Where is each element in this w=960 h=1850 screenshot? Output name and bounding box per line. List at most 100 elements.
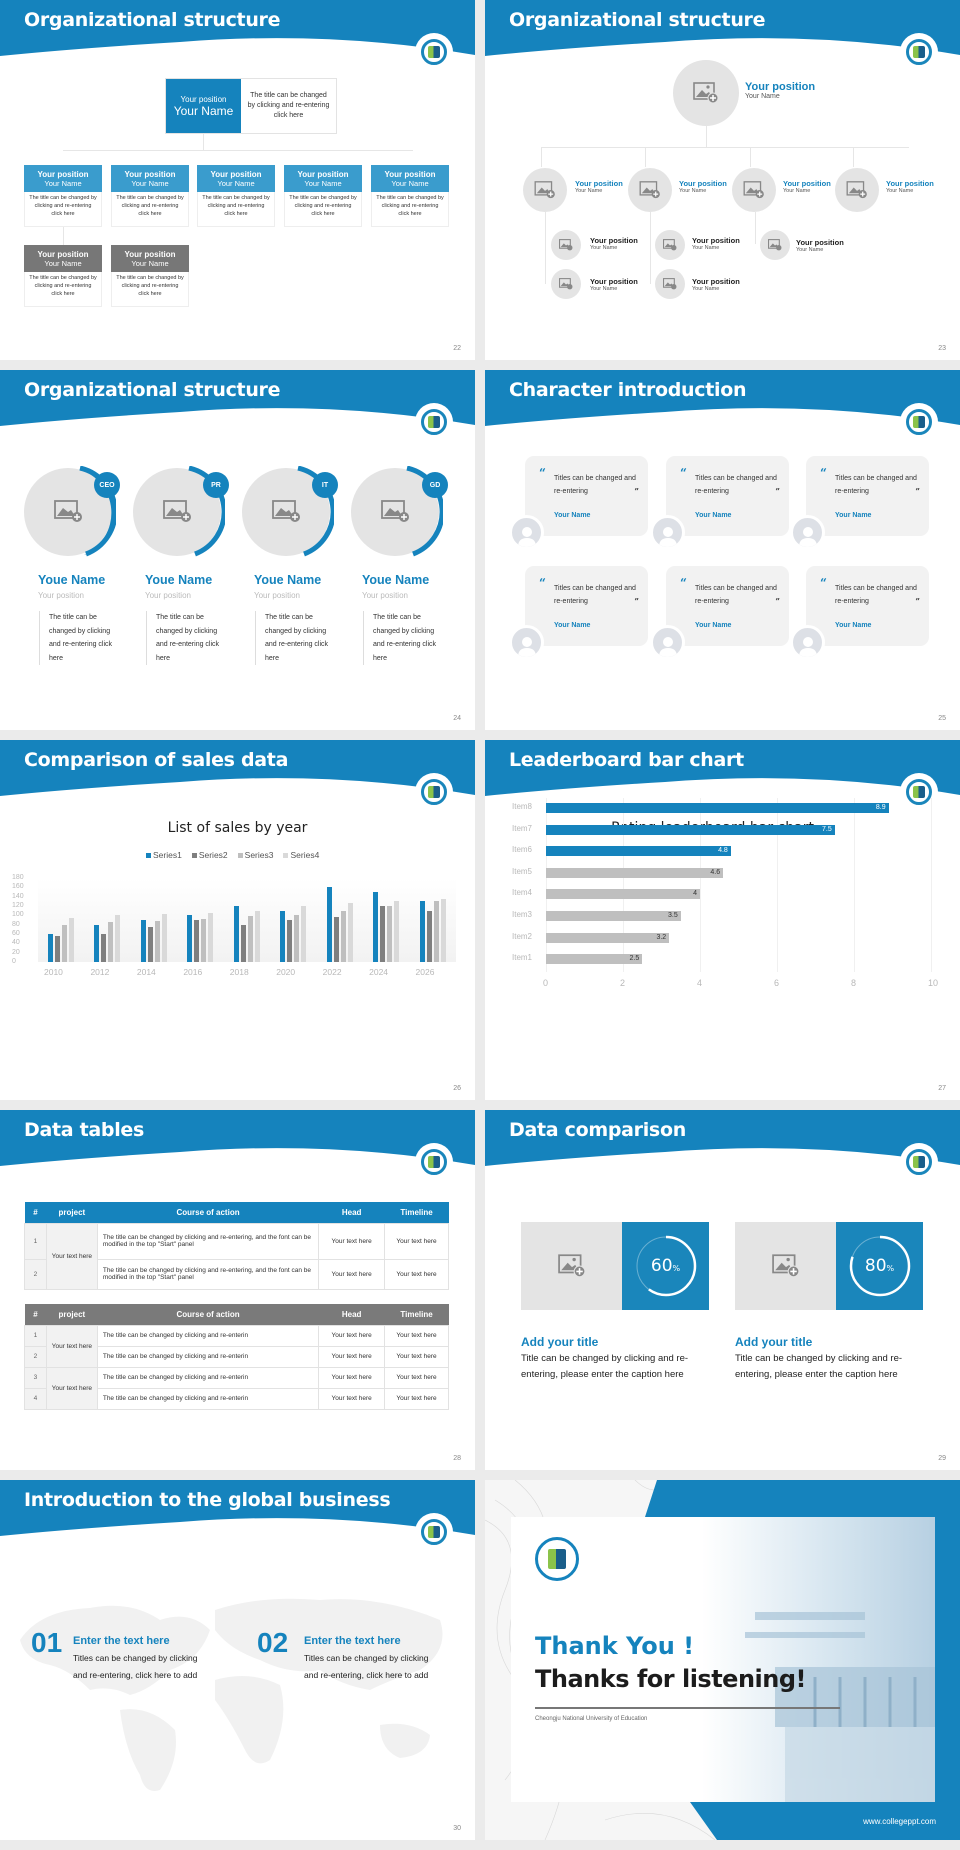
image-placeholder[interactable] — [655, 230, 685, 260]
website-link[interactable]: www.collegeppt.com — [863, 1817, 936, 1826]
bar: 7.5 — [546, 824, 835, 835]
bar — [48, 934, 53, 962]
image-placeholder[interactable] — [760, 230, 790, 260]
bar — [387, 906, 393, 962]
image-placeholder[interactable] — [735, 1222, 836, 1310]
role-badge: GD — [422, 472, 448, 498]
item-description: Titles can be changed by clicking and re… — [73, 1653, 198, 1680]
org-card-gray[interactable]: Your position Your Name The title can be c… — [24, 245, 102, 307]
image-placeholder[interactable] — [551, 269, 581, 299]
top-node[interactable]: Your position Your Name The title can be … — [165, 78, 337, 134]
bar — [440, 899, 446, 962]
slide-25[interactable]: Character introduction “ Titles can be ch… — [485, 370, 960, 730]
percent-value: 80% — [864, 1256, 895, 1276]
bar — [69, 917, 74, 962]
bar: 8.9 — [546, 803, 889, 813]
quote-text: Titles can be changed and re-entering — [835, 475, 917, 495]
open-quote-icon: “ — [539, 576, 546, 590]
university-logo — [415, 773, 453, 811]
bar: 3.5 — [546, 911, 681, 921]
user-avatar-icon — [790, 625, 825, 660]
org-card[interactable]: Your position Your Name The title can be c… — [371, 165, 449, 227]
member-name: Youe Name — [254, 573, 322, 587]
bar — [247, 916, 253, 962]
member-photo[interactable] — [242, 466, 334, 558]
add-image-icon — [534, 181, 555, 199]
org-card[interactable]: Your position Your Name The title can be c… — [197, 165, 275, 227]
quote-card[interactable]: “ Titles can be changed and re-entering” Y… — [525, 456, 648, 536]
user-avatar-icon — [509, 515, 544, 550]
y-tick: Item3 — [512, 910, 533, 919]
quote-card[interactable]: “ Titles can be changed and re-entering” Y… — [666, 456, 789, 536]
x-tick: 2026 — [415, 967, 435, 977]
member-position: Your position — [145, 591, 191, 600]
quote-card[interactable]: “ Titles can be changed and re-entering” Y… — [806, 566, 929, 646]
image-placeholder[interactable] — [628, 168, 672, 212]
description: The title can be changed by clicking and… — [111, 272, 189, 307]
table-header-row: # project Course of action Head Timeline — [24, 1304, 449, 1325]
member-name: Youe Name — [362, 573, 430, 587]
x-tick: 2012 — [90, 967, 110, 977]
bar — [201, 919, 207, 962]
y-tick: 0 — [12, 958, 16, 965]
level3-position: Your position Your Name — [796, 238, 844, 253]
slide-26[interactable]: Comparison of sales data List of sales b… — [0, 740, 475, 1100]
bar — [280, 910, 286, 962]
slide-header: Introduction to the global business — [0, 1480, 475, 1542]
user-avatar-icon — [790, 515, 825, 550]
slide-24[interactable]: Organizational structure CEO Youe Name Y… — [0, 370, 475, 730]
bar — [62, 924, 67, 962]
image-placeholder[interactable] — [655, 269, 685, 299]
image-placeholder[interactable] — [551, 230, 581, 260]
member-position: Your position — [38, 591, 84, 600]
bar — [426, 910, 432, 962]
quote-card[interactable]: “ Titles can be changed and re-entering” Y… — [806, 456, 929, 536]
bar — [108, 921, 114, 962]
slide-27[interactable]: Leaderboard bar chart Rating leaderboard… — [485, 740, 960, 1100]
bar — [326, 887, 332, 962]
slide-thank-you[interactable]: Thank You ! Thanks for listening! Cheong… — [485, 1480, 960, 1840]
level3-position: Your position Your Name — [692, 277, 740, 292]
slide-22[interactable]: Organizational structure Your position Yo… — [0, 0, 475, 360]
slide-29[interactable]: Data comparison 60% Add your title Title… — [485, 1110, 960, 1470]
close-quote-icon: ” — [775, 486, 780, 496]
level3-position: Your position Your Name — [590, 236, 638, 251]
role-badge: IT — [312, 472, 338, 498]
bar: 2.5 — [546, 954, 643, 965]
member-photo[interactable] — [133, 466, 225, 558]
name: Your Name — [131, 258, 169, 268]
org-card[interactable]: Your position Your Name The title can be c… — [24, 165, 102, 227]
bar — [294, 915, 300, 962]
member-description: The title can be changed by clicking and… — [146, 611, 228, 665]
image-placeholder[interactable] — [673, 60, 739, 126]
member-photo[interactable] — [351, 466, 443, 558]
org-card-gray[interactable]: Your position Your Name The title can be c… — [111, 245, 189, 307]
image-placeholder[interactable] — [523, 168, 567, 212]
table-row: 2 The title can be changed by clicking a… — [24, 1258, 449, 1290]
description: The title can be changed by clicking and… — [111, 192, 189, 227]
org-card[interactable]: Your position Your Name The title can be c… — [284, 165, 362, 227]
role-badge: PR — [203, 472, 229, 498]
bar — [373, 892, 379, 962]
image-placeholder[interactable] — [521, 1222, 622, 1310]
org-card[interactable]: Your position Your Name The title can be c… — [111, 165, 189, 227]
university-logo-large — [535, 1537, 579, 1581]
quote-card[interactable]: “ Titles can be changed and re-entering” Y… — [525, 566, 648, 646]
y-tick: 160 — [12, 883, 24, 891]
slide-title: Organizational structure — [24, 379, 281, 401]
university-logo — [415, 1513, 453, 1551]
bar — [147, 927, 153, 962]
slide-23[interactable]: Organizational structure Your position Y… — [485, 0, 960, 360]
divider — [535, 1707, 840, 1709]
content-panel: Thank You ! Thanks for listening! Cheong… — [511, 1517, 935, 1802]
slide-28[interactable]: Data tables # project Course of action H… — [0, 1110, 475, 1470]
slide-30[interactable]: Introduction to the global business 01 E… — [0, 1480, 475, 1840]
image-placeholder[interactable] — [732, 168, 776, 212]
university-logo — [900, 1143, 938, 1181]
bar: 4.8 — [546, 846, 731, 857]
image-placeholder[interactable] — [835, 168, 879, 212]
data-table-1: # project Course of action Head Timeline… — [24, 1202, 449, 1290]
bar — [161, 914, 167, 962]
level2-position: Your position Your Name — [783, 179, 831, 194]
quote-card[interactable]: “ Titles can be changed and re-entering” Y… — [666, 566, 789, 646]
